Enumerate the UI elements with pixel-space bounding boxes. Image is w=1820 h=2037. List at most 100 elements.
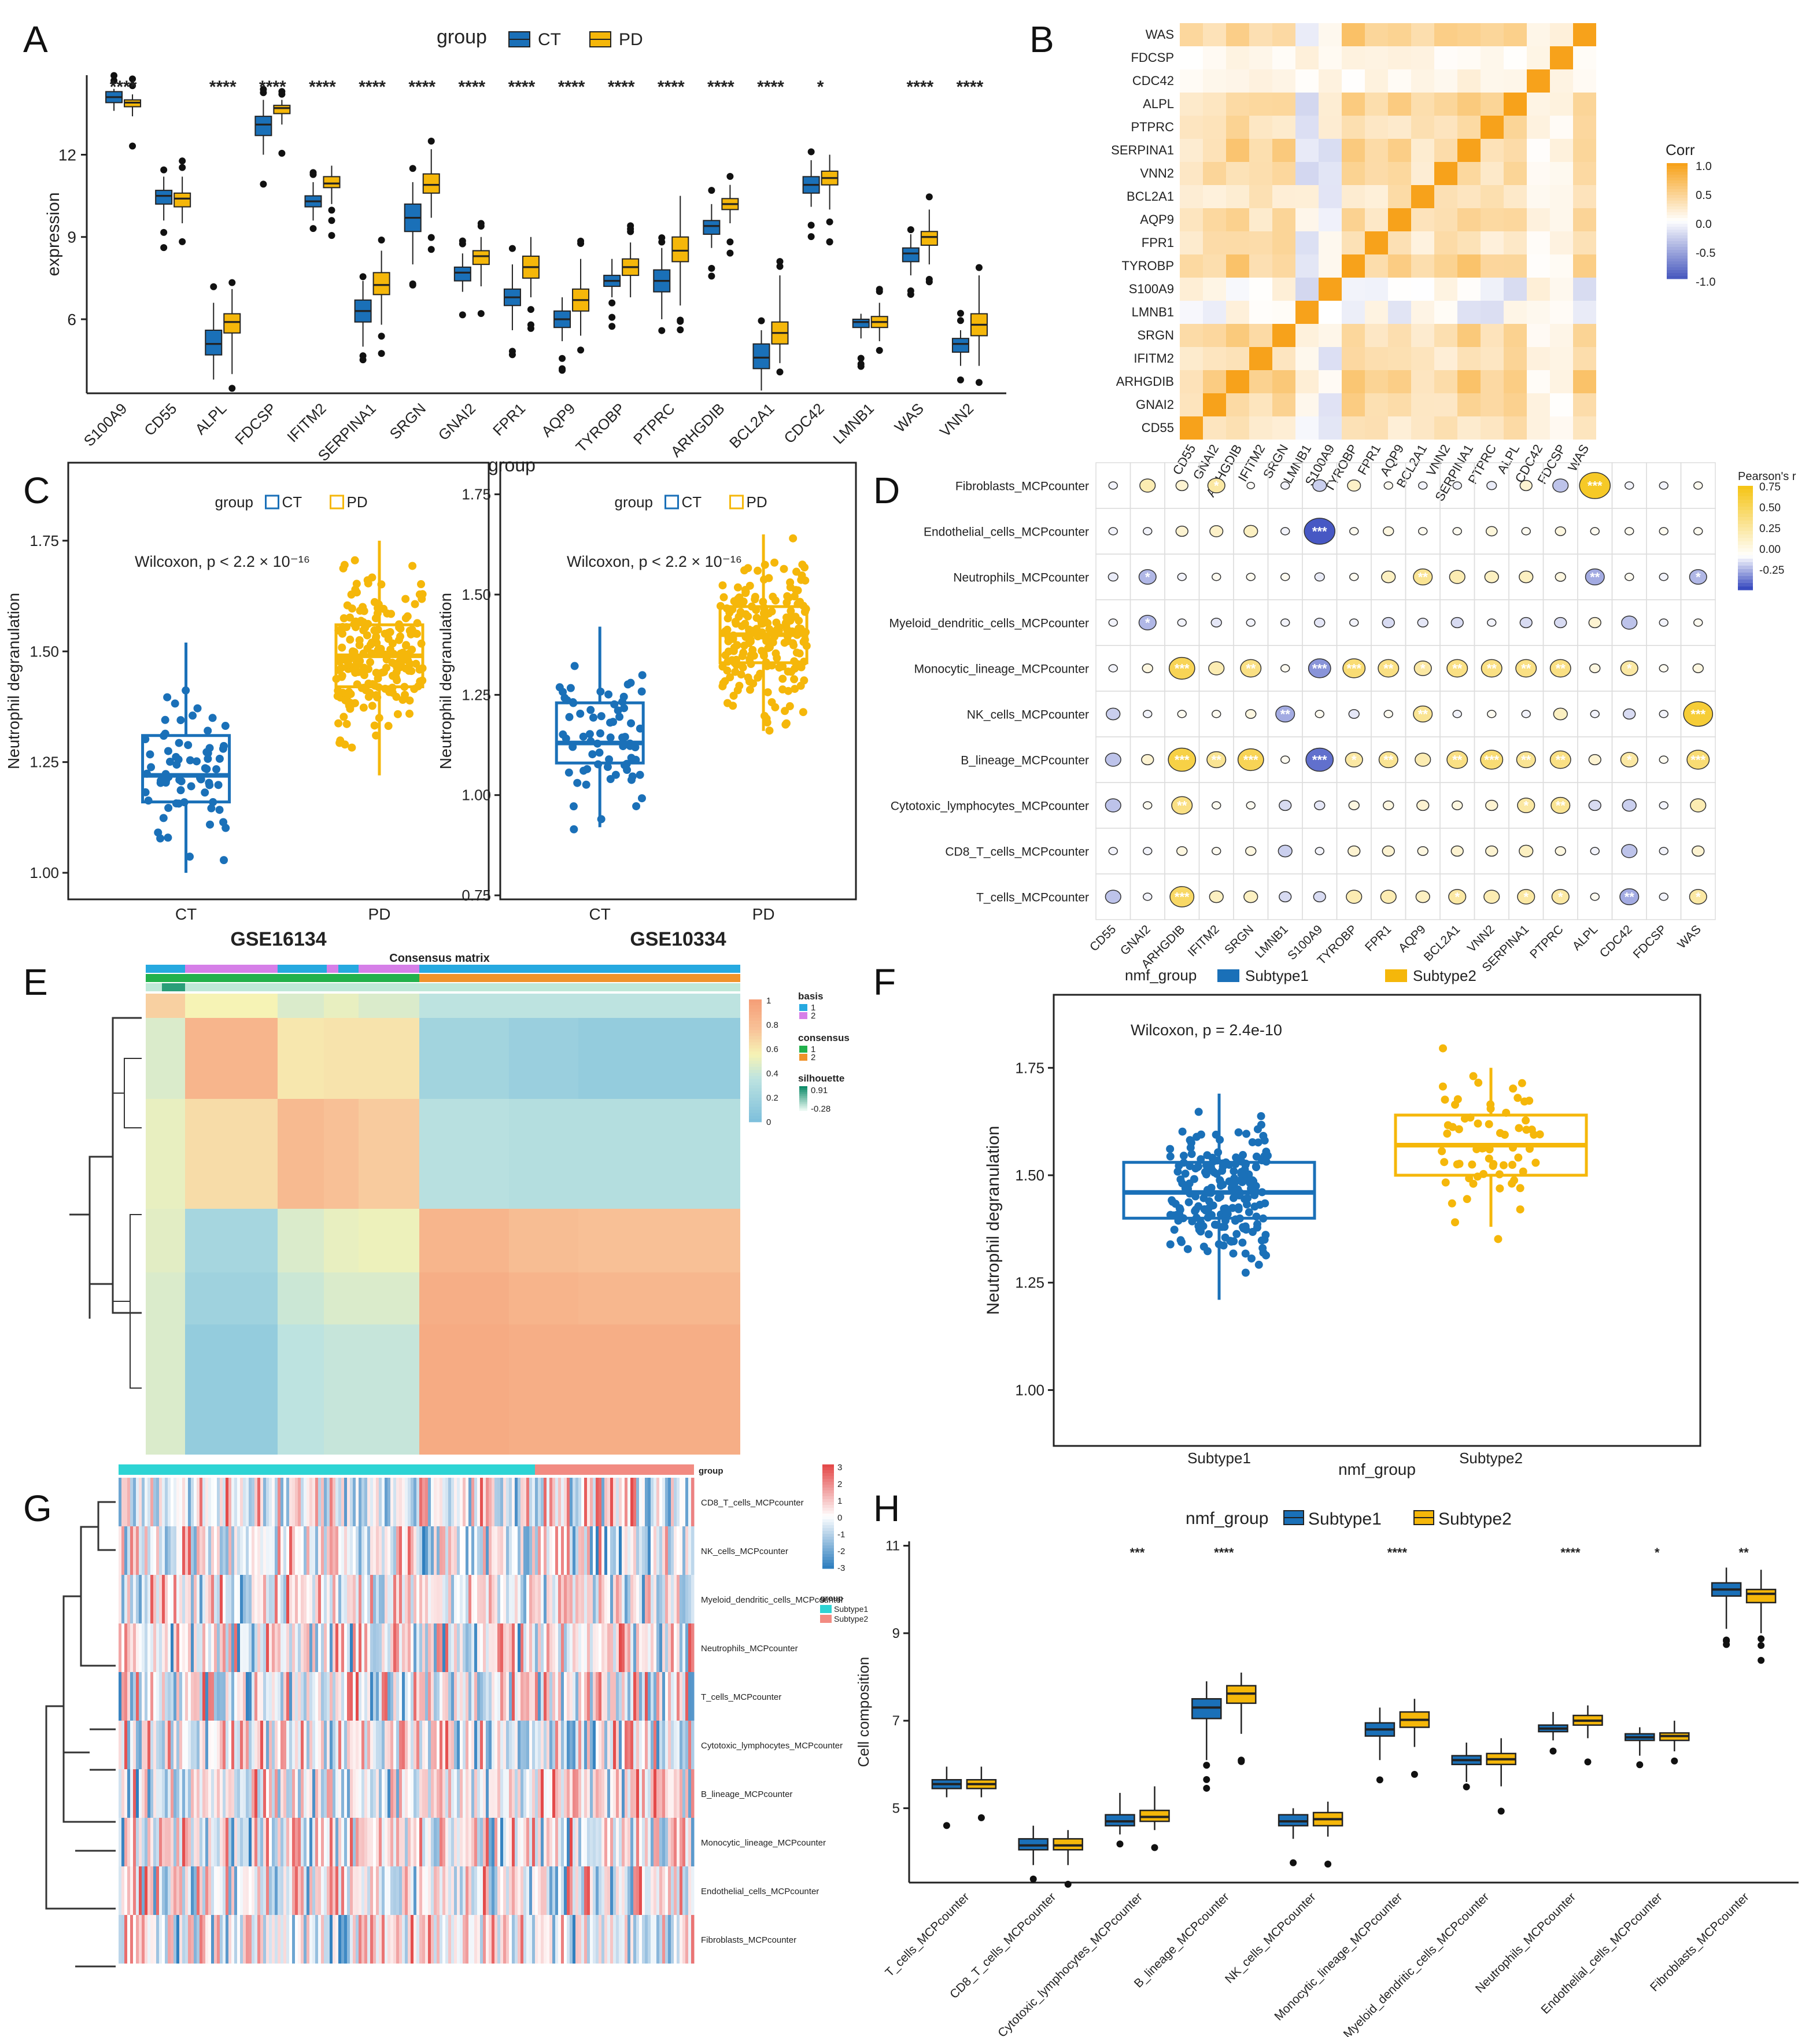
- g-cell: [584, 1769, 588, 1818]
- b-cell: [1203, 254, 1226, 278]
- g-cell: [252, 1623, 255, 1672]
- a-outlier: [409, 165, 416, 172]
- g-cell: [677, 1575, 680, 1623]
- d-bubble: [1659, 847, 1668, 855]
- g-row-label: NK_cells_MCPcounter: [701, 1547, 788, 1556]
- g-cell: [208, 1623, 212, 1672]
- g-cell: [133, 1915, 136, 1964]
- d-bubble: [1177, 618, 1187, 627]
- h-outlier: [977, 1814, 985, 1821]
- g-cell: [367, 1721, 371, 1769]
- g-cell: [231, 1721, 235, 1769]
- g-cell: [549, 1526, 553, 1575]
- d-bubble: [1380, 890, 1397, 904]
- g-cell: [567, 1672, 570, 1721]
- g-cell: [584, 1866, 588, 1915]
- g-cell: [136, 1915, 139, 1964]
- a-outlier: [508, 351, 516, 359]
- g-cell: [234, 1672, 238, 1721]
- g-cell: [162, 1721, 165, 1769]
- g-cell: [390, 1526, 394, 1575]
- g-cell: [651, 1721, 654, 1769]
- h-significance: ***: [1130, 1545, 1145, 1560]
- g-cell: [665, 1818, 669, 1866]
- g-cell: [150, 1526, 154, 1575]
- b-cell: [1295, 139, 1319, 162]
- g-cell: [613, 1915, 616, 1964]
- g-cell: [321, 1672, 324, 1721]
- g-cell: [442, 1478, 446, 1526]
- g-cell: [422, 1526, 426, 1575]
- c1-ytick-label: 1.00: [29, 864, 59, 881]
- g-cell: [344, 1672, 348, 1721]
- g-cell: [333, 1721, 336, 1769]
- d-significance: **: [1590, 570, 1600, 585]
- d-bubble: [1519, 617, 1533, 629]
- g-cell: [558, 1769, 562, 1818]
- g-cell: [254, 1818, 258, 1866]
- g-cell: [625, 1575, 628, 1623]
- g-cell: [596, 1866, 599, 1915]
- b-cell: [1434, 116, 1457, 139]
- e-scale-bar: [749, 1094, 762, 1098]
- g-cell: [185, 1915, 189, 1964]
- g-cell: [130, 1915, 134, 1964]
- d-legend-bar: [1738, 489, 1753, 493]
- d-bubble: [1521, 527, 1531, 536]
- a-outlier: [807, 233, 815, 241]
- g-cell: [639, 1818, 643, 1866]
- g-cell: [535, 1818, 538, 1866]
- g-cell: [526, 1769, 530, 1818]
- e-legend-title: basis: [798, 991, 823, 1002]
- e-scale-bar: [749, 1017, 762, 1021]
- b-cell: [1203, 116, 1226, 139]
- g-cell: [350, 1478, 353, 1526]
- d-bubble: [1588, 754, 1601, 766]
- g-cell: [402, 1526, 405, 1575]
- d-bubble: [1142, 663, 1153, 673]
- g-cell: [307, 1915, 310, 1964]
- g-cell: [321, 1866, 324, 1915]
- c2-point: [770, 558, 779, 567]
- g-cell: [376, 1721, 379, 1769]
- g-cell: [370, 1672, 374, 1721]
- g-cell: [309, 1721, 313, 1769]
- b-cell: [1573, 416, 1596, 440]
- g-cell: [526, 1623, 530, 1672]
- g-cell: [237, 1672, 241, 1721]
- g-cell: [315, 1866, 319, 1915]
- g-cell: [226, 1672, 229, 1721]
- e-legend-bar: [799, 1098, 807, 1101]
- b-cell: [1527, 393, 1550, 416]
- g-cell: [249, 1866, 252, 1915]
- a-outlier: [907, 226, 914, 234]
- g-cell: [153, 1915, 157, 1964]
- h-legend-title: nmf_group: [1186, 1509, 1268, 1528]
- g-cell: [280, 1526, 284, 1575]
- b-cell: [1481, 46, 1504, 69]
- c2-point: [627, 719, 636, 728]
- g-cell: [202, 1769, 206, 1818]
- g-cell: [561, 1866, 564, 1915]
- b-cell: [1319, 185, 1342, 208]
- a-significance: ****: [458, 78, 485, 97]
- g-cell: [301, 1478, 304, 1526]
- g-cell: [269, 1672, 272, 1721]
- c2-point: [731, 618, 740, 626]
- g-row-label: Fibroblasts_MCPcounter: [701, 1935, 796, 1945]
- g-cell: [263, 1769, 267, 1818]
- d-bubble: [1659, 801, 1668, 810]
- d-bubble: [1107, 572, 1118, 582]
- b-cell: [1295, 324, 1319, 347]
- g-cell: [127, 1575, 131, 1623]
- a-outlier: [758, 317, 765, 324]
- b-cell: [1527, 208, 1550, 231]
- g-cell: [179, 1915, 183, 1964]
- g-cell: [532, 1769, 536, 1818]
- b-cell: [1203, 324, 1226, 347]
- g-cell: [503, 1575, 507, 1623]
- g-cell: [425, 1818, 429, 1866]
- g-cell: [286, 1478, 290, 1526]
- g-cell: [610, 1623, 614, 1672]
- b-cell: [1272, 162, 1295, 185]
